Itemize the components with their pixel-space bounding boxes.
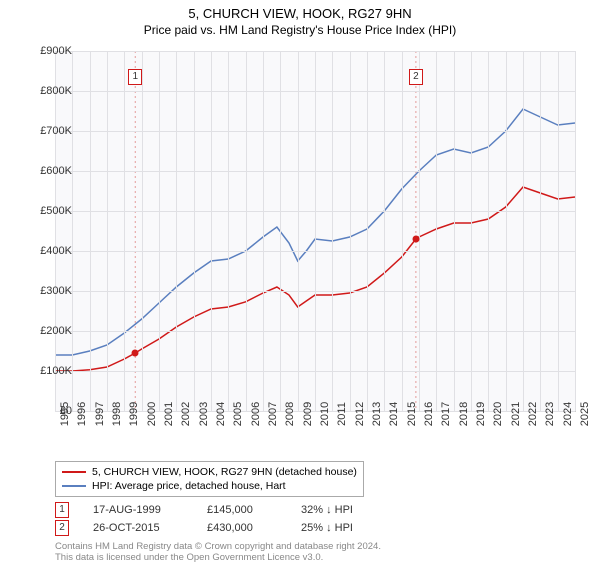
gridline [506,51,507,411]
x-axis-label: 2017 [440,402,452,426]
x-axis-label: 1998 [111,402,123,426]
marker-number-box: 2 [409,69,423,85]
gridline [55,51,56,411]
x-axis-label: 2020 [492,402,504,426]
footnote-line: Contains HM Land Registry data © Crown c… [55,541,381,552]
gridline [488,51,489,411]
marker-ref-icon: 2 [55,520,69,536]
x-axis-label: 2016 [423,402,435,426]
gridline [107,51,108,411]
x-axis-label: 2022 [527,402,539,426]
x-axis-label: 2012 [354,402,366,426]
price-marker-dot [412,236,419,243]
transaction-price: £145,000 [207,504,277,516]
x-axis-label: 2009 [302,402,314,426]
footnote: Contains HM Land Registry data © Crown c… [55,541,381,564]
legend: 5, CHURCH VIEW, HOOK, RG27 9HN (detached… [55,461,364,497]
chart-subtitle: Price paid vs. HM Land Registry's House … [0,23,600,37]
marker-number-box: 1 [128,69,142,85]
gridline [384,51,385,411]
gridline [124,51,125,411]
transaction-date: 17-AUG-1999 [93,504,183,516]
gridline [280,51,281,411]
x-axis-label: 2000 [146,402,158,426]
x-axis-label: 1997 [94,402,106,426]
gridline [523,51,524,411]
gridline [159,51,160,411]
transaction-delta: 32% ↓ HPI [301,504,353,516]
table-row: 1 17-AUG-1999 £145,000 32% ↓ HPI [55,501,377,519]
y-axis-label: £200K [40,325,72,337]
gridline [332,51,333,411]
transaction-price: £430,000 [207,522,277,534]
gridline [298,51,299,411]
table-row: 2 26-OCT-2015 £430,000 25% ↓ HPI [55,519,377,537]
y-axis-label: £600K [40,165,72,177]
gridline [367,51,368,411]
y-axis-label: £300K [40,285,72,297]
gridline [419,51,420,411]
x-axis-label: 2007 [267,402,279,426]
x-axis-label: 2013 [371,402,383,426]
x-axis-label: 2001 [163,402,175,426]
gridline [350,51,351,411]
x-axis-label: 2019 [475,402,487,426]
gridline [246,51,247,411]
x-axis-label: 2004 [215,402,227,426]
x-axis-label: 2024 [562,402,574,426]
x-axis-label: 2010 [319,402,331,426]
x-axis-label: 2025 [579,402,591,426]
x-axis-label: 2005 [232,402,244,426]
gridline [228,51,229,411]
gridline [558,51,559,411]
gridline [575,51,576,411]
legend-item: HPI: Average price, detached house, Hart [62,479,357,493]
legend-swatch [62,471,86,473]
gridline [72,51,73,411]
y-axis-label: £700K [40,125,72,137]
transactions-table: 1 17-AUG-1999 £145,000 32% ↓ HPI 2 26-OC… [55,501,377,537]
y-axis-label: £900K [40,45,72,57]
gridline [194,51,195,411]
x-axis-label: 2008 [284,402,296,426]
gridline [540,51,541,411]
legend-swatch [62,485,86,487]
gridline [211,51,212,411]
gridline [436,51,437,411]
x-axis-label: 2011 [336,402,348,426]
gridline [142,51,143,411]
footnote-line: This data is licensed under the Open Gov… [55,552,381,563]
gridline [402,51,403,411]
x-axis-label: 2015 [406,402,418,426]
legend-item: 5, CHURCH VIEW, HOOK, RG27 9HN (detached… [62,465,357,479]
chart-plot-area: 12 [55,51,576,412]
y-axis-label: £100K [40,365,72,377]
gridline [90,51,91,411]
gridline [263,51,264,411]
gridline [176,51,177,411]
price-marker-dot [132,350,139,357]
transaction-date: 26-OCT-2015 [93,522,183,534]
y-axis-label: £800K [40,85,72,97]
x-axis-label: 2006 [250,402,262,426]
marker-ref-icon: 1 [55,502,69,518]
transaction-delta: 25% ↓ HPI [301,522,353,534]
legend-label: HPI: Average price, detached house, Hart [92,480,286,492]
gridline [315,51,316,411]
gridline [471,51,472,411]
y-axis-label: £400K [40,245,72,257]
legend-label: 5, CHURCH VIEW, HOOK, RG27 9HN (detached… [92,466,357,478]
gridline [454,51,455,411]
x-axis-label: 1999 [128,402,140,426]
x-axis-label: 2023 [544,402,556,426]
y-axis-label: £500K [40,205,72,217]
chart-title: 5, CHURCH VIEW, HOOK, RG27 9HN [0,6,600,21]
x-axis-label: 2002 [180,402,192,426]
x-axis-label: 1996 [76,402,88,426]
x-axis-label: 1995 [59,402,71,426]
x-axis-label: 2003 [198,402,210,426]
x-axis-label: 2018 [458,402,470,426]
x-axis-label: 2014 [388,402,400,426]
x-axis-label: 2021 [510,402,522,426]
